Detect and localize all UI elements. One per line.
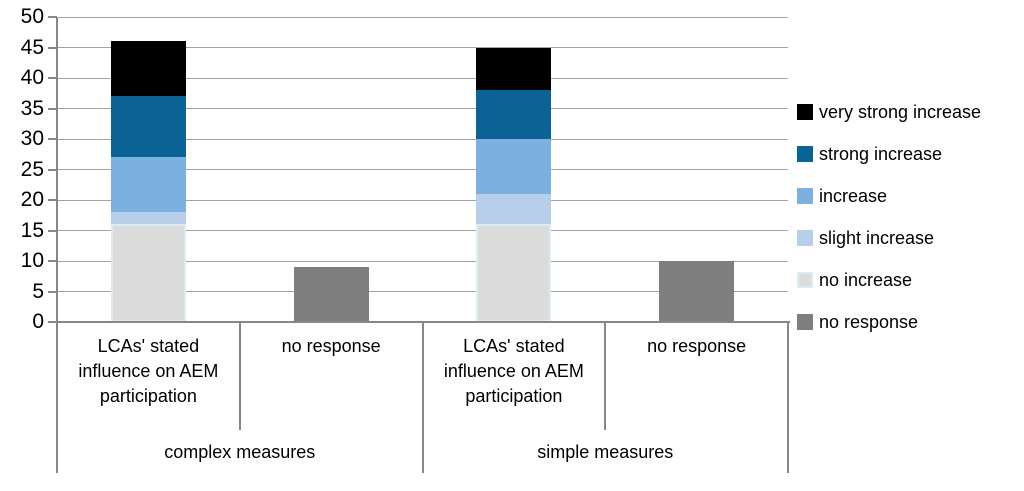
gridline bbox=[57, 16, 788, 18]
legend-label: no increase bbox=[819, 269, 913, 290]
legend-swatch bbox=[797, 188, 813, 204]
y-axis-tick bbox=[48, 229, 57, 232]
x-axis-group-label: simple measures bbox=[537, 442, 674, 462]
x-axis-category-label: LCAs' stated influence on AEM participat… bbox=[443, 336, 584, 406]
group-separator bbox=[421, 322, 424, 473]
gridline bbox=[57, 199, 788, 201]
legend-label: strong increase bbox=[819, 143, 943, 164]
x-axis-category-label: no response bbox=[647, 336, 747, 356]
gridline bbox=[57, 169, 788, 170]
y-axis-label: 40 bbox=[20, 66, 44, 89]
y-axis-label: 5 bbox=[32, 279, 44, 303]
legend-item: strong increase bbox=[797, 144, 942, 164]
legend-label: no response bbox=[819, 311, 919, 332]
bar-segment-very-strong-increase bbox=[476, 47, 552, 91]
bar-segment-very-strong-increase bbox=[110, 41, 186, 97]
gridline bbox=[57, 77, 788, 79]
gridline bbox=[57, 230, 788, 231]
y-axis-tick bbox=[48, 46, 57, 49]
gridline bbox=[57, 138, 788, 140]
y-axis-label: 0 bbox=[32, 310, 44, 333]
bar-segment-no-response bbox=[659, 261, 735, 322]
y-axis-tick bbox=[48, 16, 57, 18]
legend-item: no response bbox=[797, 312, 918, 332]
legend-swatch bbox=[797, 146, 813, 162]
y-axis-label: 30 bbox=[20, 127, 44, 150]
gridline bbox=[57, 291, 788, 292]
y-axis-tick bbox=[48, 260, 57, 262]
x-axis-line bbox=[57, 321, 790, 323]
y-axis-tick bbox=[48, 138, 57, 140]
bar-segment-strong-increase bbox=[110, 96, 186, 158]
y-axis-tick bbox=[48, 199, 57, 201]
x-axis-category-label: LCAs' stated influence on AEM participat… bbox=[78, 336, 219, 406]
legend-item: very strong increase bbox=[797, 102, 981, 122]
y-axis-tick bbox=[48, 77, 57, 79]
group-separator bbox=[787, 322, 789, 473]
gridline bbox=[57, 260, 788, 262]
bar-segment-increase bbox=[110, 157, 186, 213]
category-separator bbox=[238, 322, 241, 430]
legend-swatch bbox=[797, 104, 813, 120]
y-axis-label: 15 bbox=[20, 218, 44, 242]
legend-swatch bbox=[797, 230, 813, 246]
legend-item: no increase bbox=[797, 270, 912, 290]
y-axis-tick bbox=[48, 168, 57, 171]
y-axis-line bbox=[56, 17, 58, 473]
legend-label: very strong increase bbox=[819, 101, 982, 122]
bar-segment-strong-increase bbox=[476, 90, 552, 139]
legend-swatch bbox=[797, 314, 813, 330]
y-axis-label: 50 bbox=[20, 5, 44, 28]
y-axis-label: 10 bbox=[20, 249, 44, 272]
bar-segment-no-increase bbox=[110, 224, 186, 322]
x-axis-category-label: no response bbox=[281, 336, 381, 356]
bar-segment-no-increase bbox=[476, 224, 552, 322]
y-axis-tick bbox=[48, 290, 57, 293]
bar-segment-increase bbox=[476, 139, 552, 194]
y-axis-tick bbox=[48, 321, 57, 323]
legend-item: increase bbox=[797, 186, 887, 206]
bar-segment-no-response bbox=[293, 267, 369, 322]
y-axis-tick bbox=[48, 107, 57, 110]
y-axis-label: 25 bbox=[20, 157, 44, 181]
legend-swatch bbox=[797, 272, 813, 288]
y-axis-label: 45 bbox=[20, 35, 44, 59]
legend-item: slight increase bbox=[797, 228, 934, 248]
bar-segment-slight-increase bbox=[476, 193, 552, 225]
legend-label: increase bbox=[819, 185, 888, 206]
gridline bbox=[57, 47, 788, 48]
x-axis-group-label: complex measures bbox=[164, 442, 316, 462]
legend-label: slight increase bbox=[819, 227, 935, 248]
y-axis-label: 35 bbox=[20, 96, 44, 120]
y-axis-label: 20 bbox=[20, 188, 44, 211]
bar-segment-slight-increase bbox=[110, 212, 186, 225]
category-separator bbox=[604, 322, 607, 430]
gridline bbox=[57, 108, 788, 109]
